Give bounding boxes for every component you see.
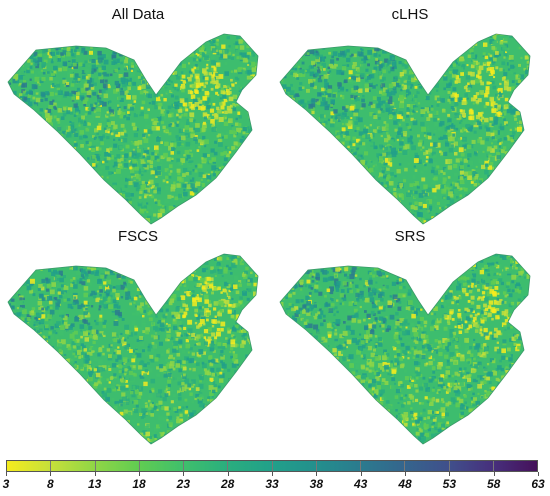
legend-tick-label: 23 <box>176 477 190 491</box>
legend-tick-mark <box>449 472 451 476</box>
legend-tick-label: 58 <box>486 477 501 491</box>
map-fscs <box>7 253 259 445</box>
map-clhs <box>279 33 531 225</box>
map-region <box>280 254 530 444</box>
legend-tick-label: 48 <box>398 477 412 491</box>
legend-tick-mark <box>316 472 318 476</box>
legend-tick-label: 18 <box>132 477 146 491</box>
legend-tick-mark <box>360 472 362 476</box>
legend-tick-mark <box>50 472 52 476</box>
legend-color-segment <box>7 461 52 471</box>
legend-tick-mark <box>227 472 229 476</box>
legend-color-segment <box>361 461 406 471</box>
legend-color-segment <box>405 461 450 471</box>
legend-tick-label: 63 <box>531 477 545 491</box>
legend-tick-mark <box>94 472 96 476</box>
legend-tick-mark <box>493 472 495 476</box>
panel-title-clhs: cLHS <box>391 6 429 23</box>
legend-color-segment <box>139 461 184 471</box>
panel-title-srs: SRS <box>394 228 426 245</box>
legend-color-segment <box>272 461 317 471</box>
legend-color-segment <box>493 461 537 471</box>
color-legend <box>6 460 538 472</box>
legend-color-segment <box>316 461 361 471</box>
panel-title-fscs: FSCS <box>117 228 158 245</box>
legend-tick-label: 43 <box>353 477 368 491</box>
legend-color-segment <box>184 461 229 471</box>
legend-color-segment <box>449 461 494 471</box>
panel-title-all-data: All Data <box>111 6 165 23</box>
legend-color-segment <box>228 461 273 471</box>
legend-color-segment <box>51 461 96 471</box>
legend-tick-mark <box>6 472 7 476</box>
map-srs <box>279 253 531 445</box>
legend-tick-mark <box>405 472 406 476</box>
legend-tick-mark <box>538 472 539 476</box>
legend-color-segment <box>95 461 140 471</box>
legend-tick-mark <box>139 472 140 476</box>
legend-tick-label: 53 <box>442 477 456 491</box>
legend-tick-label: 13 <box>87 477 102 491</box>
legend-tick-label: 28 <box>220 477 235 491</box>
legend-tick-label: 3 <box>2 477 10 491</box>
legend-tick-label: 33 <box>265 477 279 491</box>
legend-tick-label: 8 <box>46 477 54 491</box>
legend-tick-mark <box>183 472 185 476</box>
legend-tick-label: 38 <box>309 477 323 491</box>
legend-tick-mark <box>272 472 273 476</box>
map-all-data <box>7 33 259 225</box>
